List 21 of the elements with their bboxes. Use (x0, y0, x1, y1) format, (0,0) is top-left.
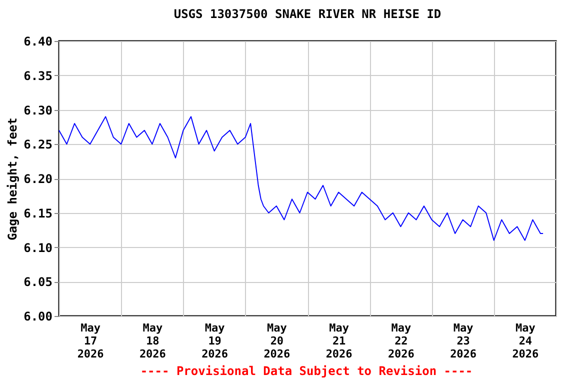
x-tick-label: May 21 2026 (326, 322, 353, 360)
x-tick-label: May 22 2026 (388, 322, 415, 360)
x-tick-label: May 24 2026 (512, 322, 540, 360)
y-axis-title: Gage height, feet (6, 118, 20, 240)
y-tick-label: 6.05 (24, 275, 52, 290)
y-tick-label: 6.35 (24, 68, 52, 83)
y-tick-label: 6.10 (24, 240, 52, 255)
text: ---- Provisional Data Subject to Revision ---- (139, 364, 474, 378)
x-tick-label: May 17 2026 (77, 322, 104, 360)
y-tick-label: 6.40 (24, 34, 52, 48)
x-tick-label: May 23 2026 (450, 322, 477, 360)
chart-title: USGS 13037500 SNAKE RIVER NR HEISE ID (174, 7, 442, 21)
y-tick-label: 6.30 (24, 103, 52, 118)
x-tick-label: May 20 2026 (264, 322, 291, 360)
line-series (58, 116, 544, 241)
y-tick-label: 6.15 (24, 206, 52, 220)
y-tick-label: 6.00 (24, 310, 52, 324)
y-tick-label: 6.25 (24, 138, 52, 152)
x-tick-label: May 19 2026 (202, 322, 228, 360)
y-tick-label: 6.20 (24, 172, 52, 186)
x-tick-label: May 18 2026 (139, 322, 166, 360)
